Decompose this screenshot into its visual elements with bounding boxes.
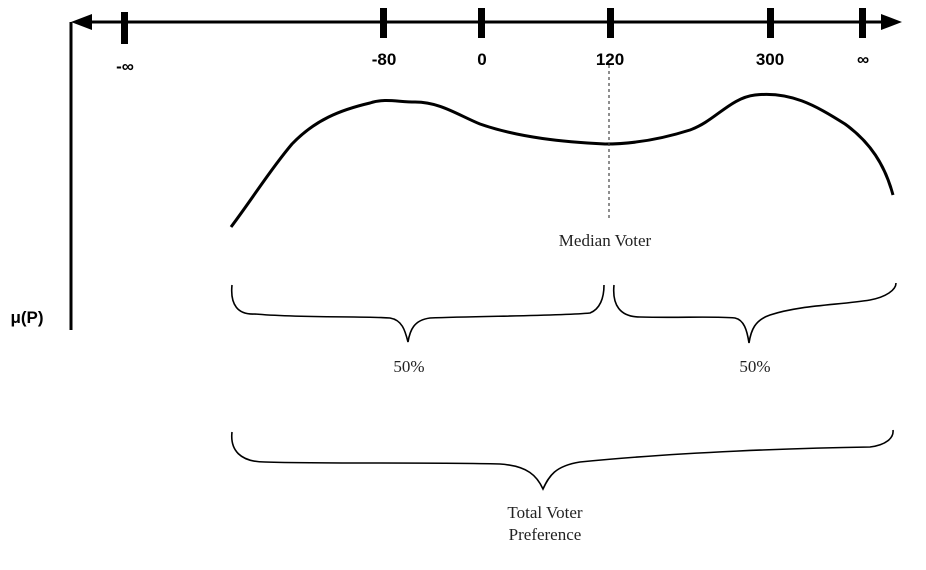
right-arrowhead: [881, 14, 902, 30]
left-arrowhead: [71, 14, 92, 30]
left-share-label: 50%: [393, 357, 424, 376]
tick-mark-120: [607, 8, 614, 38]
tick-mark-neg-80: [380, 8, 387, 38]
preference-curve: [229, 92, 895, 228]
left-half-brace: [230, 284, 605, 343]
total-preference-label-line1: Total Voter: [507, 503, 582, 522]
y-axis-label: μ(P): [10, 308, 43, 327]
total-preference-label-line2: Preference: [509, 525, 582, 544]
tick-label-120: 120: [596, 50, 624, 69]
tick-mark-infinity: [859, 8, 866, 38]
tick-mark-300: [767, 8, 774, 38]
tick-mark-0: [478, 8, 485, 38]
tick-label-0: 0: [477, 50, 486, 69]
right-share-label: 50%: [739, 357, 770, 376]
tick-label-neg-80: -80: [372, 50, 397, 69]
tick-label-infinity: ∞: [857, 50, 869, 69]
tick-mark-neg-infinity: [121, 12, 128, 44]
tick-label-neg-infinity: -∞: [116, 57, 134, 76]
right-half-brace: [612, 282, 897, 344]
total-preference-brace: [231, 429, 894, 491]
tick-label-300: 300: [756, 50, 784, 69]
median-voter-label: Median Voter: [559, 231, 652, 250]
